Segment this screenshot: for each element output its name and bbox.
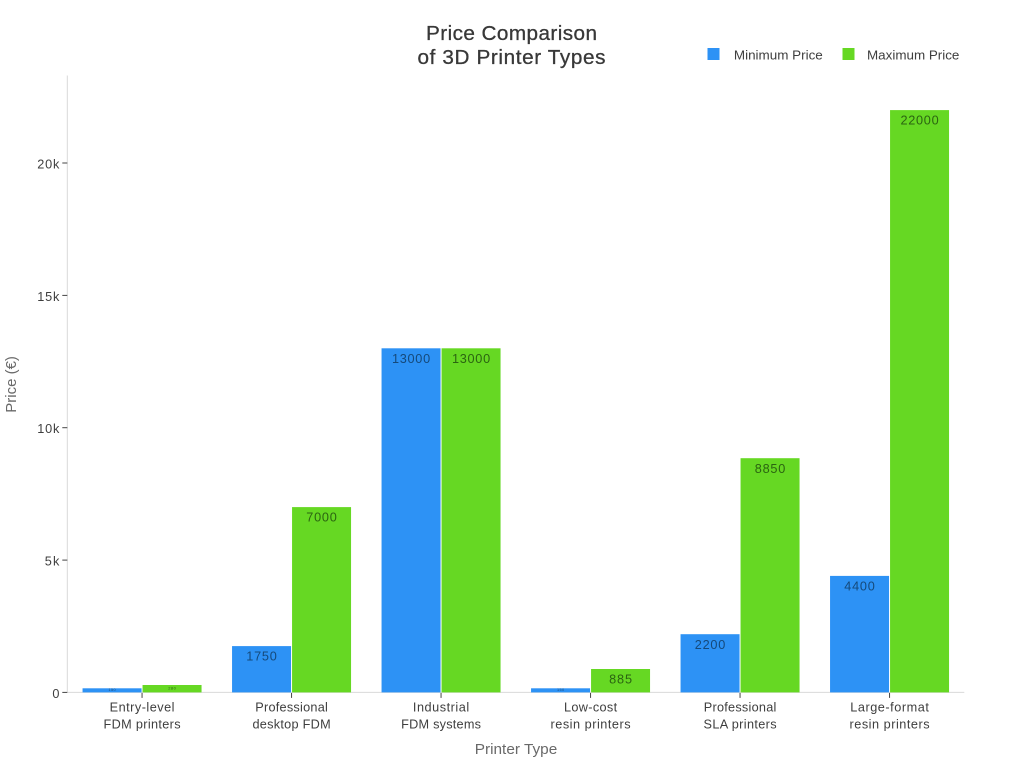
svg-text:13000: 13000 xyxy=(452,352,490,366)
svg-text:SLA printers: SLA printers xyxy=(704,717,777,731)
svg-text:Price (€): Price (€) xyxy=(4,356,20,413)
svg-text:20k: 20k xyxy=(37,157,60,171)
svg-text:Low-cost: Low-cost xyxy=(564,700,618,714)
svg-text:885: 885 xyxy=(609,673,632,687)
svg-text:Maximum Price: Maximum Price xyxy=(867,48,959,62)
svg-text:150: 150 xyxy=(108,688,115,692)
svg-text:5k: 5k xyxy=(45,555,60,569)
svg-text:10k: 10k xyxy=(37,422,60,436)
svg-text:150: 150 xyxy=(557,688,564,692)
svg-text:Price Comparison: Price Comparison xyxy=(426,22,597,45)
svg-text:resin printers: resin printers xyxy=(551,717,631,731)
svg-text:FDM systems: FDM systems xyxy=(401,717,481,731)
svg-text:Printer Type: Printer Type xyxy=(475,742,558,758)
svg-text:15k: 15k xyxy=(37,290,60,304)
svg-text:0: 0 xyxy=(52,687,59,701)
svg-text:8850: 8850 xyxy=(755,462,786,476)
svg-text:desktop FDM: desktop FDM xyxy=(252,717,330,731)
svg-text:2200: 2200 xyxy=(695,638,726,652)
svg-text:resin printers: resin printers xyxy=(850,717,930,731)
svg-text:FDM printers: FDM printers xyxy=(104,717,181,731)
svg-text:Entry-level: Entry-level xyxy=(110,700,175,714)
svg-text:1750: 1750 xyxy=(246,650,277,664)
svg-text:13000: 13000 xyxy=(392,352,430,366)
svg-text:Large-format: Large-format xyxy=(850,700,929,714)
svg-text:Minimum Price: Minimum Price xyxy=(734,48,823,62)
svg-text:4400: 4400 xyxy=(844,580,875,594)
svg-text:280: 280 xyxy=(168,686,176,691)
svg-text:7000: 7000 xyxy=(306,511,337,525)
svg-text:22000: 22000 xyxy=(900,114,938,128)
svg-text:Professional: Professional xyxy=(704,700,777,714)
svg-text:of 3D Printer Types: of 3D Printer Types xyxy=(418,46,606,69)
svg-text:Industrial: Industrial xyxy=(413,700,469,714)
svg-text:Professional: Professional xyxy=(255,700,328,714)
